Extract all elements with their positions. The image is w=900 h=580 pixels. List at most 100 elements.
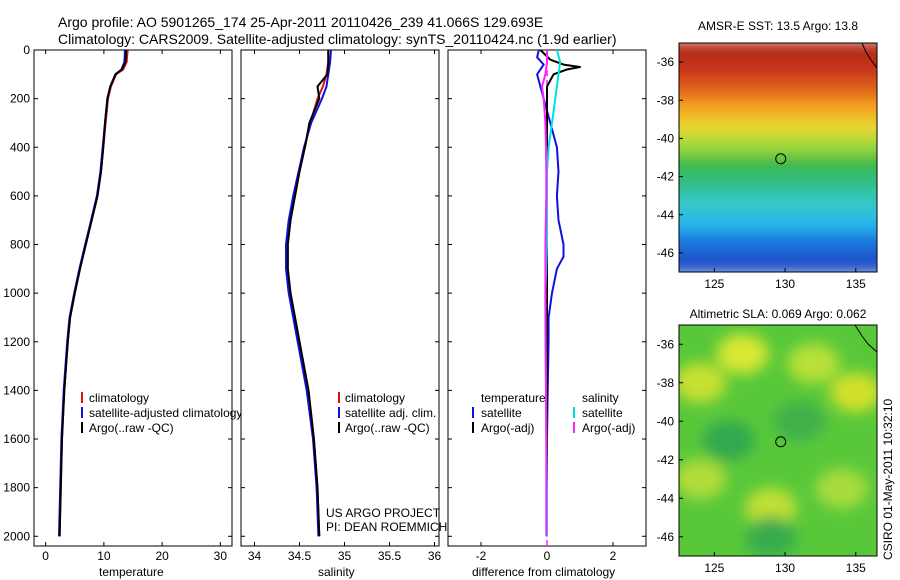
sla-lat-label: -42 bbox=[657, 453, 675, 467]
sla-lon-label: 130 bbox=[775, 561, 795, 575]
sla-anomaly bbox=[787, 343, 840, 384]
sla-anomaly bbox=[829, 372, 877, 413]
depth-tick-label: 400 bbox=[10, 140, 30, 154]
sst-lon-label: 135 bbox=[846, 277, 866, 291]
sst-band bbox=[679, 193, 877, 217]
sla-anomaly bbox=[716, 333, 769, 374]
sst-band bbox=[679, 60, 877, 84]
legend-header-temperature: temperature bbox=[481, 391, 546, 405]
figure-title-line-1: Argo profile: AO 5901265_174 25-Apr-2011… bbox=[58, 14, 544, 30]
sla-lon-label: 125 bbox=[704, 561, 724, 575]
sla-lat-label: -40 bbox=[657, 414, 675, 428]
temperature-xtick-label: 10 bbox=[97, 549, 111, 563]
sst-lat-label: -38 bbox=[657, 93, 675, 107]
sst-map-title: AMSR-E SST: 13.5 Argo: 13.8 bbox=[698, 19, 858, 33]
sla-lat-label: -44 bbox=[657, 491, 675, 505]
sst-map-panel: AMSR-E SST: 13.5 Argo: 13.8 125 130 135 -36… bbox=[657, 19, 878, 291]
salinity-satellite-adj-clim--line bbox=[285, 50, 332, 537]
temperature-panel: 0 200 400 600 800 1000 1200 1400 1600 1800 2000 0 10… bbox=[3, 43, 242, 579]
sst-band bbox=[679, 79, 877, 103]
temperature-xtick-label: 0 bbox=[42, 549, 49, 563]
sst-band bbox=[679, 250, 877, 272]
legend-sal-argo: Argo(-adj) bbox=[582, 421, 635, 435]
depth-tick-label: 0 bbox=[23, 43, 30, 57]
salinity-xtick-label: 34 bbox=[248, 549, 262, 563]
salinity-xtick-label: 36 bbox=[428, 549, 442, 563]
sst-lat-label: -36 bbox=[657, 55, 675, 69]
sla-anomaly bbox=[702, 420, 755, 461]
legend-temp-argo: Argo(-adj) bbox=[481, 421, 534, 435]
sla-lat-label: -36 bbox=[657, 337, 675, 351]
depth-tick-label: 1000 bbox=[3, 286, 30, 300]
legend-satellite-adjusted: satellite-adjusted climatology bbox=[89, 406, 242, 420]
legend-satellite-adj: satellite adj. clim. bbox=[345, 406, 436, 420]
temperature-xlabel: temperature bbox=[99, 565, 164, 579]
sst-band bbox=[679, 117, 877, 141]
figure-title-line-2: Climatology: CARS2009. Satellite-adjuste… bbox=[58, 31, 617, 47]
difference-xtick-label: -2 bbox=[476, 549, 487, 563]
legend-argo: Argo(..raw -QC) bbox=[89, 421, 174, 435]
sst-band bbox=[679, 136, 877, 160]
temperature-legend: climatology satellite-adjusted climatolo… bbox=[81, 391, 242, 435]
sst-lon-label: 125 bbox=[704, 277, 724, 291]
depth-tick-label: 600 bbox=[10, 189, 30, 203]
sst-band bbox=[679, 98, 877, 122]
legend-climatology: climatology bbox=[89, 391, 149, 405]
sst-argo-location-marker bbox=[775, 153, 787, 165]
sst-band bbox=[679, 212, 877, 236]
temperature-xtick-label: 30 bbox=[214, 549, 228, 563]
sla-anomaly bbox=[679, 459, 727, 499]
sst-lon-label: 130 bbox=[775, 277, 795, 291]
salinity-argo-raw-qc--line bbox=[286, 50, 330, 537]
sla-anomaly bbox=[815, 468, 868, 509]
salinity-xlabel: salinity bbox=[318, 565, 355, 579]
sst-band bbox=[679, 43, 877, 65]
sla-lon-label: 135 bbox=[846, 561, 866, 575]
difference-panel: -2 0 2 difference from climatology tempera… bbox=[447, 49, 647, 579]
sla-lat-label: -38 bbox=[657, 376, 675, 390]
temperature-xtick-label: 20 bbox=[155, 549, 169, 563]
sst-band bbox=[679, 231, 877, 255]
csiro-timestamp: CSIRO 01-May-2011 10:32:10 bbox=[881, 398, 895, 560]
depth-tick-label: 2000 bbox=[3, 529, 30, 543]
sst-band bbox=[679, 174, 877, 198]
sla-map-panel: Altimetric SLA: 0.069 Argo: 0.062 125 130… bbox=[657, 307, 878, 575]
sst-lat-label: -40 bbox=[657, 131, 675, 145]
credit-project: US ARGO PROJECT bbox=[326, 506, 441, 520]
legend-temp-satellite: satellite bbox=[481, 406, 522, 420]
difference-xtick-label: 2 bbox=[610, 549, 617, 563]
legend-sal-satellite: satellite bbox=[582, 406, 623, 420]
sla-anomaly bbox=[773, 401, 826, 442]
legend-climatology: climatology bbox=[345, 391, 405, 405]
sst-lat-label: -44 bbox=[657, 208, 675, 222]
legend-header-salinity: salinity bbox=[582, 391, 619, 405]
difference-legend: temperature salinity satellite Argo(-adj… bbox=[472, 391, 635, 435]
sla-coastline bbox=[854, 325, 877, 353]
sla-anomalies bbox=[679, 333, 877, 556]
salinity-xtick-label: 35 bbox=[338, 549, 352, 563]
depth-tick-label: 1200 bbox=[3, 335, 30, 349]
sst-lat-label: -46 bbox=[657, 246, 675, 260]
legend-argo: Argo(..raw -QC) bbox=[345, 421, 430, 435]
depth-tick-label: 1600 bbox=[3, 432, 30, 446]
sst-field bbox=[679, 43, 877, 272]
salinity-xtick-label: 34.5 bbox=[288, 549, 312, 563]
sst-band bbox=[679, 155, 877, 179]
sla-argo-location-marker bbox=[775, 436, 787, 448]
sla-anomaly bbox=[744, 516, 797, 556]
sst-lat-label: -42 bbox=[657, 170, 675, 184]
salinity-panel: 34 34.5 35 35.5 36 salinity climatology sate… bbox=[240, 49, 447, 579]
depth-tick-label: 200 bbox=[10, 92, 30, 106]
sst-coastline bbox=[861, 43, 877, 69]
depth-tick-label: 1400 bbox=[3, 383, 30, 397]
sla-lat-label: -46 bbox=[657, 530, 675, 544]
depth-tick-label: 800 bbox=[10, 238, 30, 252]
difference-xlabel: difference from climatology bbox=[472, 565, 615, 579]
difference-salinity-argo-adj--line bbox=[541, 50, 548, 537]
sla-map-title: Altimetric SLA: 0.069 Argo: 0.062 bbox=[690, 307, 867, 321]
salinity-xtick-label: 35.5 bbox=[378, 549, 402, 563]
salinity-legend: climatology satellite adj. clim. Argo(..… bbox=[338, 391, 436, 435]
sla-anomaly bbox=[744, 487, 797, 528]
depth-tick-label: 1800 bbox=[3, 481, 30, 495]
